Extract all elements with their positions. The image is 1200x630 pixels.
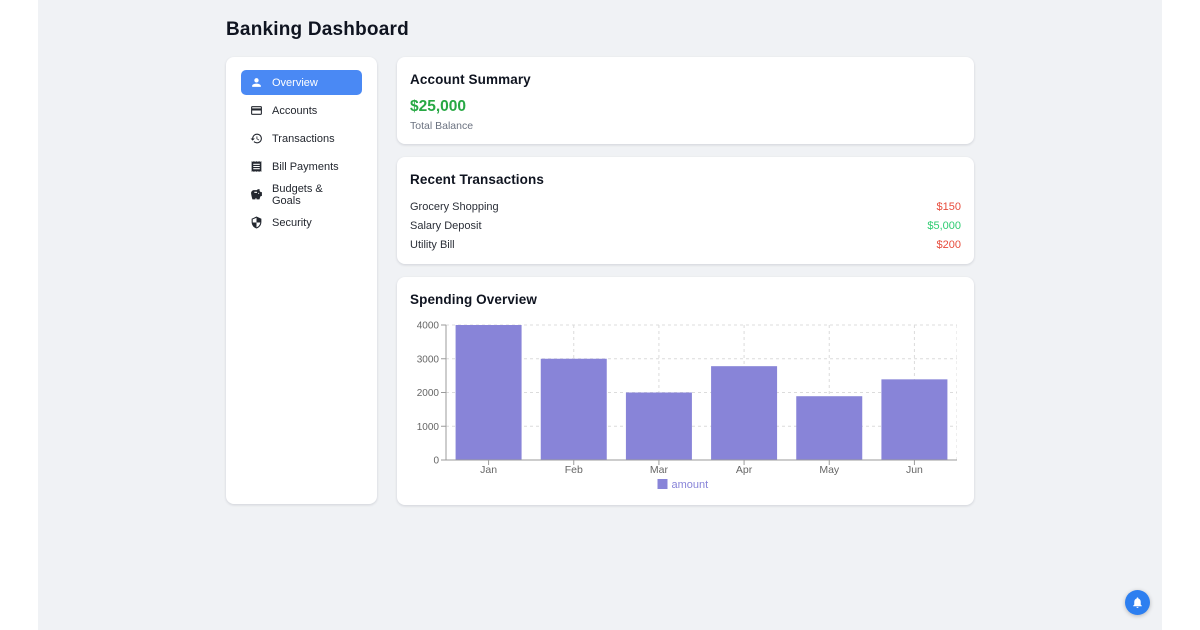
chart-legend: amount <box>657 479 709 491</box>
transaction-name: Utility Bill <box>410 238 455 251</box>
sidebar-item-overview[interactable]: Overview <box>241 70 362 95</box>
spending-bar-chart: 0 1000 2000 3000 4000 Jan Feb Mar Apr May Jun amoun… <box>410 316 961 501</box>
recent-transactions-title: Recent Transactions <box>410 172 544 187</box>
svg-text:2000: 2000 <box>417 388 440 399</box>
sidebar-item-accounts[interactable]: Accounts <box>241 98 362 123</box>
transaction-name: Salary Deposit <box>410 219 482 232</box>
transaction-amount: $5,000 <box>927 219 961 232</box>
main-content: Account Summary $25,000 Total Balance Re… <box>397 57 974 505</box>
svg-text:Mar: Mar <box>650 464 669 476</box>
svg-text:Jun: Jun <box>906 464 923 476</box>
total-balance-value: $25,000 <box>410 98 467 115</box>
total-balance-label: Total Balance <box>410 120 474 132</box>
sidebar-item-security[interactable]: Security <box>241 210 362 235</box>
svg-text:4000: 4000 <box>417 321 440 332</box>
svg-text:amount: amount <box>672 479 709 491</box>
bar-jan <box>455 325 522 460</box>
spending-overview-card: Spending Overview 0 1000 2000 3000 4000 Jan Fe… <box>397 277 974 505</box>
svg-text:May: May <box>819 464 840 476</box>
bar-jun <box>881 379 948 460</box>
transaction-row: Grocery Shopping $150 <box>410 197 961 216</box>
sidebar-item-label: Transactions <box>272 132 335 145</box>
spending-overview-title: Spending Overview <box>410 292 537 307</box>
bar-mar <box>625 392 692 460</box>
sidebar-item-label: Overview <box>272 76 318 89</box>
bar-may <box>796 396 863 460</box>
receipt-icon <box>251 161 262 172</box>
svg-text:Jan: Jan <box>480 464 497 476</box>
transaction-row: Salary Deposit $5,000 <box>410 216 961 235</box>
svg-text:Feb: Feb <box>565 464 583 476</box>
shield-icon <box>251 216 262 229</box>
transaction-name: Grocery Shopping <box>410 200 499 213</box>
svg-text:Apr: Apr <box>736 464 753 476</box>
content-area: Banking Dashboard Overview Accounts Transa… <box>38 0 1162 630</box>
bar-feb <box>540 358 607 460</box>
sidebar-item-label: Bill Payments <box>272 160 339 173</box>
sidebar-item-bill-payments[interactable]: Bill Payments <box>241 154 362 179</box>
transaction-row: Utility Bill $200 <box>410 235 961 254</box>
transaction-amount: $150 <box>936 200 961 213</box>
transaction-amount: $200 <box>936 238 961 251</box>
transactions-list: Grocery Shopping $150 Salary Deposit $5,000… <box>410 197 961 254</box>
notifications-button[interactable] <box>1125 590 1150 615</box>
sidebar-item-label: Security <box>272 216 312 229</box>
sidebar-item-label: Accounts <box>272 104 318 117</box>
bell-icon <box>1133 597 1142 608</box>
spending-chart-svg: 0 1000 2000 3000 4000 Jan Feb Mar Apr May Jun amoun… <box>417 321 958 491</box>
person-icon <box>252 78 261 87</box>
piggy-bank-icon <box>251 189 262 200</box>
account-summary-title: Account Summary <box>410 72 531 87</box>
svg-text:0: 0 <box>433 456 439 467</box>
sidebar-item-budgets-goals[interactable]: Budgets & Goals <box>241 182 362 207</box>
sidebar-item-label: Budgets & Goals <box>272 182 323 207</box>
history-icon <box>250 133 262 144</box>
credit-card-icon <box>251 106 262 115</box>
page-title: Banking Dashboard <box>226 19 409 40</box>
svg-text:3000: 3000 <box>417 354 440 365</box>
sidebar: Overview Accounts Transactions Bill Payment… <box>226 57 377 504</box>
bar-apr <box>711 366 778 460</box>
svg-text:1000: 1000 <box>417 422 440 433</box>
sidebar-item-transactions[interactable]: Transactions <box>241 126 362 151</box>
recent-transactions-card: Recent Transactions Grocery Shopping $150… <box>397 157 974 264</box>
account-summary-card: Account Summary $25,000 Total Balance <box>397 57 974 144</box>
